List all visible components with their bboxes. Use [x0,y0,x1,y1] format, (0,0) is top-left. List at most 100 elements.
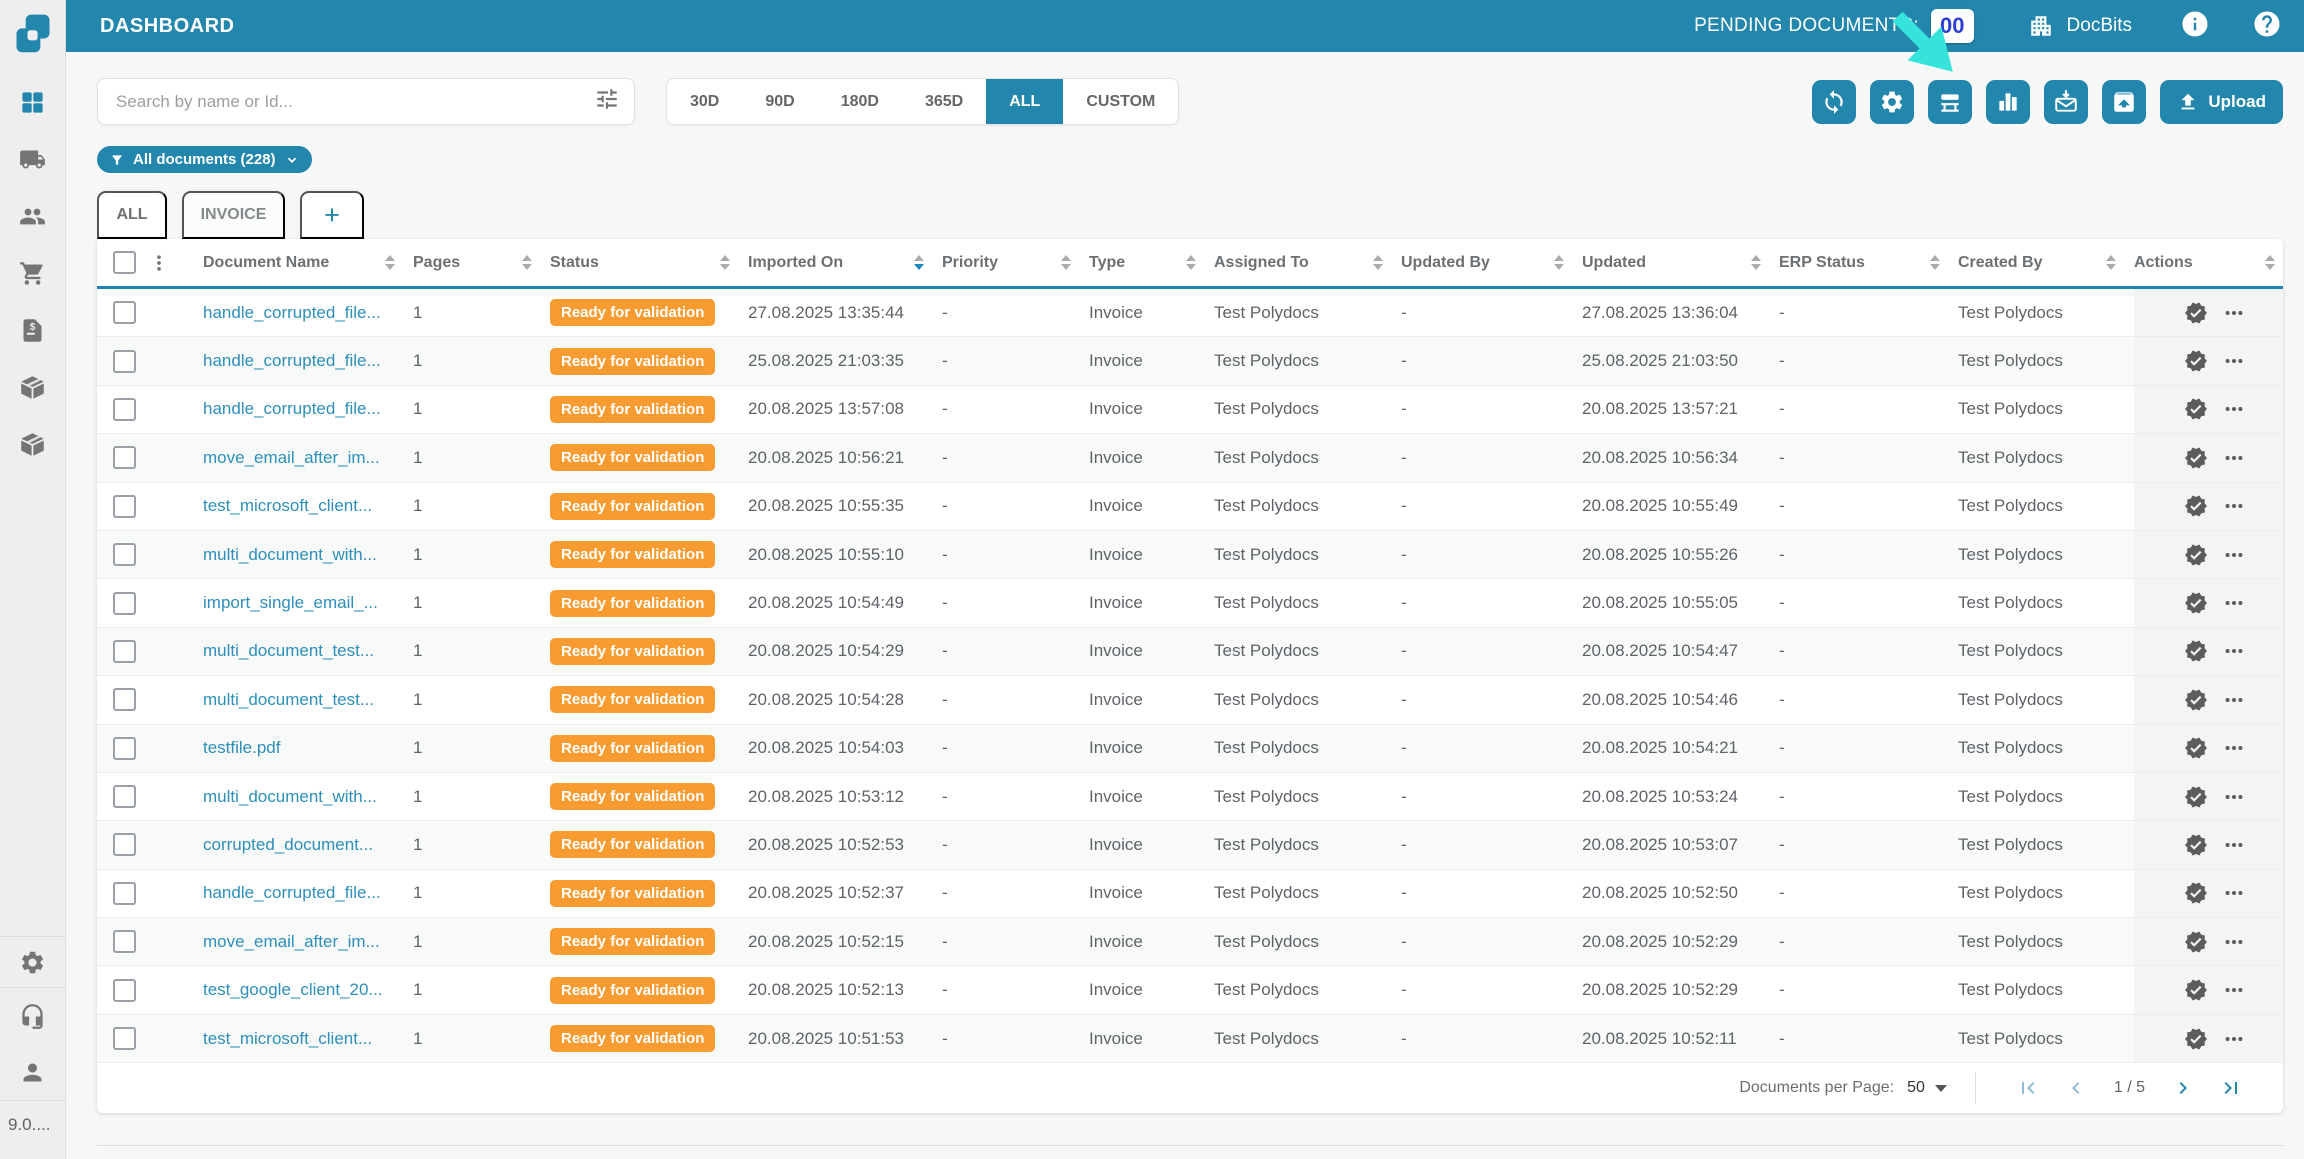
first-page-button[interactable] [2016,1076,2040,1100]
date-filter-custom[interactable]: CUSTOM [1063,79,1178,124]
upload-button[interactable]: Upload [2160,79,2283,124]
validate-action-button[interactable] [2184,349,2208,373]
row-checkbox[interactable] [113,639,136,663]
mail-import-button[interactable] [2044,79,2089,124]
row-checkbox[interactable] [113,978,136,1002]
document-link[interactable]: handle_corrupted_file... [203,351,381,371]
more-actions-button[interactable] [2223,447,2245,469]
validate-action-button[interactable] [2184,1027,2208,1051]
sidebar-item-customers-icon[interactable] [19,203,46,230]
column-header-pages[interactable]: Pages [413,239,550,286]
document-link[interactable]: multi_document_with... [203,786,377,806]
last-page-button[interactable] [2219,1076,2243,1100]
column-header-erp_status[interactable]: ERP Status [1779,239,1958,286]
column-header-priority[interactable]: Priority [942,239,1089,286]
more-actions-button[interactable] [2223,979,2245,1001]
more-actions-button[interactable] [2223,737,2245,759]
sidebar-item-settings[interactable] [0,937,65,987]
row-checkbox[interactable] [113,785,136,809]
filter-tune-icon[interactable] [594,86,620,117]
more-actions-button[interactable] [2223,398,2245,420]
validate-action-button[interactable] [2184,301,2208,325]
row-checkbox[interactable] [113,397,136,421]
sync-button[interactable] [1812,79,1857,124]
row-checkbox[interactable] [113,930,136,954]
document-link[interactable]: corrupted_document... [203,834,374,854]
export-tray-button[interactable] [2102,79,2147,124]
more-actions-button[interactable] [2223,882,2245,904]
row-checkbox[interactable] [113,494,136,518]
more-actions-button[interactable] [2223,350,2245,372]
date-filter-180d[interactable]: 180D [818,79,902,124]
sidebar-item-invoices-icon[interactable]: $ [19,317,46,344]
validate-action-button[interactable] [2184,833,2208,857]
more-actions-button[interactable] [2223,640,2245,662]
validate-action-button[interactable] [2184,591,2208,615]
sidebar-item-shipping-icon[interactable] [19,146,46,173]
sidebar-item-dashboard-icon[interactable] [19,89,46,116]
select-all-checkbox[interactable] [113,251,136,274]
validate-action-button[interactable] [2184,688,2208,712]
more-actions-button[interactable] [2223,1028,2245,1050]
next-page-button[interactable] [2171,1076,2195,1100]
validate-action-button[interactable] [2184,446,2208,470]
date-filter-all[interactable]: ALL [986,79,1064,124]
row-checkbox[interactable] [113,736,136,760]
document-link[interactable]: test_microsoft_client... [203,1028,373,1048]
validate-action-button[interactable] [2184,785,2208,809]
column-header-updated_by[interactable]: Updated By [1401,239,1582,286]
row-checkbox[interactable] [113,881,136,905]
validate-action-button[interactable] [2184,930,2208,954]
search-input[interactable] [116,91,594,112]
settings-button[interactable] [1870,79,1915,124]
validate-action-button[interactable] [2184,978,2208,1002]
sidebar-item-products-icon[interactable] [19,431,46,458]
more-actions-button[interactable] [2223,931,2245,953]
previous-page-button[interactable] [2064,1076,2088,1100]
analytics-button[interactable] [1986,79,2031,124]
validate-action-button[interactable] [2184,543,2208,567]
validate-action-button[interactable] [2184,494,2208,518]
row-checkbox[interactable] [113,1027,136,1051]
row-checkbox[interactable] [113,688,136,712]
documents-filter-chip[interactable]: All documents (228) [97,146,312,173]
column-menu-icon[interactable] [149,253,169,273]
tab-invoice[interactable]: INVOICE [182,191,285,239]
add-tab-button[interactable]: + [300,191,364,239]
document-link[interactable]: move_email_after_im... [203,447,380,467]
sidebar-item-account[interactable] [0,1044,65,1100]
more-actions-button[interactable] [2223,834,2245,856]
more-actions-button[interactable] [2223,689,2245,711]
document-link[interactable]: handle_corrupted_file... [203,302,381,322]
date-filter-30d[interactable]: 30D [667,79,742,124]
row-checkbox[interactable] [113,349,136,373]
date-filter-365d[interactable]: 365D [902,79,986,124]
row-checkbox[interactable] [113,301,136,325]
date-filter-90d[interactable]: 90D [742,79,817,124]
help-button[interactable] [2252,9,2282,44]
document-link[interactable]: handle_corrupted_file... [203,399,381,419]
sidebar-item-package-icon[interactable] [19,374,46,401]
document-link[interactable]: multi_document_test... [203,689,375,709]
document-link[interactable]: multi_document_test... [203,641,375,661]
document-link[interactable]: handle_corrupted_file... [203,883,381,903]
more-actions-button[interactable] [2223,544,2245,566]
document-link[interactable]: test_microsoft_client... [203,496,373,516]
validate-action-button[interactable] [2184,881,2208,905]
row-checkbox[interactable] [113,833,136,857]
row-checkbox[interactable] [113,543,136,567]
column-header-type[interactable]: Type [1089,239,1214,286]
tab-all[interactable]: ALL [97,191,167,239]
validate-action-button[interactable] [2184,736,2208,760]
validate-action-button[interactable] [2184,639,2208,663]
column-header-created_by[interactable]: Created By [1958,239,2134,286]
sidebar-item-shopping-cart-icon[interactable] [19,260,46,287]
document-link[interactable]: test_google_client_20... [203,980,383,1000]
column-header-status[interactable]: Status [550,239,748,286]
column-header-updated[interactable]: Updated [1582,239,1779,286]
column-header-name[interactable]: Document Name [203,239,413,286]
document-link[interactable]: multi_document_with... [203,544,377,564]
row-checkbox[interactable] [113,446,136,470]
document-link[interactable]: import_single_email_... [203,593,378,613]
column-header-actions[interactable]: Actions [2134,239,2283,286]
